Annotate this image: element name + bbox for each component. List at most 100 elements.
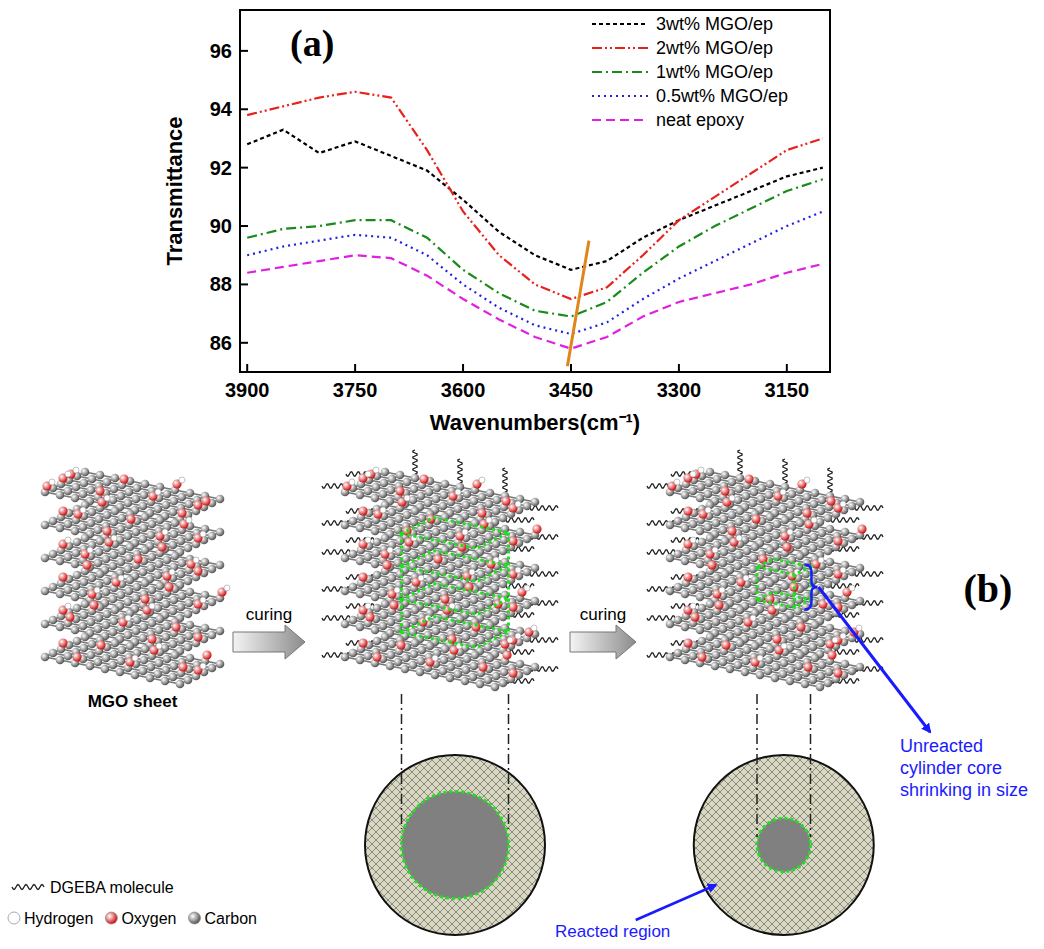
carbon-atom	[712, 519, 721, 528]
carbon-atom	[386, 662, 395, 671]
carbon-atom	[79, 622, 88, 631]
carbon-atom	[736, 606, 745, 615]
oxygen-atom	[58, 572, 67, 581]
carbon-atom	[743, 547, 752, 556]
carbon-atom	[132, 594, 141, 603]
carbon-atom	[802, 636, 811, 645]
carbon-atom	[72, 582, 81, 591]
oxygen-atom	[202, 650, 211, 659]
carbon-atom	[704, 490, 713, 499]
carbon-atom	[64, 520, 73, 529]
carbon-atom	[94, 658, 103, 667]
carbon-atom	[749, 631, 758, 640]
arrow-label: curing	[246, 605, 292, 624]
oxygen-atom	[826, 496, 835, 505]
bonds	[45, 604, 220, 651]
carbon-atom	[455, 659, 464, 668]
carbon-atom	[356, 557, 365, 566]
carbon-atom	[727, 654, 736, 663]
hydrogen-atom	[712, 547, 718, 553]
carbon-atom	[56, 590, 65, 599]
carbon-atom	[689, 553, 698, 562]
carbon-atom	[416, 668, 425, 677]
hydrogen-atom	[365, 603, 371, 609]
carbon-atom	[341, 653, 350, 662]
carbon-atom	[178, 592, 187, 601]
carbon-atom	[470, 662, 479, 671]
carbon-atom	[499, 580, 508, 589]
carbon-atom	[698, 571, 707, 580]
carbon-atom	[439, 502, 448, 511]
dgeba-molecule	[783, 459, 787, 483]
carbon-atom	[447, 564, 456, 573]
carbon-atom	[751, 543, 760, 552]
projection-line	[401, 694, 403, 829]
carbon-atom	[698, 604, 707, 613]
hydrogen-atom	[373, 467, 379, 473]
carbon-atom	[817, 540, 826, 549]
carbon-atom	[163, 622, 172, 631]
hydrogen-atom	[200, 663, 206, 669]
hydrogen-atom	[736, 535, 742, 541]
legend-atom	[8, 912, 20, 924]
carbon-atom	[446, 674, 455, 683]
dgeba-molecule	[322, 550, 350, 555]
carbon-atom	[766, 480, 775, 489]
carbon-atom	[499, 613, 508, 622]
carbon-atom	[736, 507, 745, 516]
carbon-atom	[372, 549, 381, 558]
carbon-atom	[713, 508, 722, 517]
x-tick-label: 3450	[549, 379, 594, 401]
y-tick-label: 92	[210, 157, 232, 179]
hydrogen-atom	[757, 655, 763, 661]
cylinder-outline	[793, 575, 796, 608]
legend: 3wt% MGO/ep2wt% MGO/ep1wt% MGO/ep0.5wt% …	[592, 14, 788, 130]
carbon-atom	[681, 524, 690, 533]
carbon-atom	[706, 534, 715, 543]
carbon-atom	[463, 490, 472, 499]
carbon-atom	[766, 645, 775, 654]
carbon-atom	[411, 507, 420, 516]
carbon-atom	[705, 644, 714, 653]
y-tick	[240, 225, 248, 227]
carbon-atom	[410, 650, 419, 659]
hydrogen-atom	[524, 585, 530, 591]
curing-arrow	[570, 625, 636, 659]
oxygen-atom	[502, 650, 511, 659]
carbon-atom	[418, 646, 427, 655]
carbon-atom	[711, 662, 720, 671]
carbon-atom	[757, 627, 766, 636]
y-tick	[240, 283, 248, 285]
carbon-atom	[381, 534, 390, 543]
carbon-atom	[418, 547, 427, 556]
carbon-atom	[184, 643, 193, 652]
carbon-atom	[185, 632, 194, 641]
carbon-atom	[349, 649, 358, 658]
carbon-atom	[758, 583, 767, 592]
hydrogen-atom	[781, 643, 787, 649]
carbon-atom	[141, 513, 150, 522]
carbon-atom	[712, 651, 721, 660]
carbon-atom	[824, 679, 833, 688]
panel-label: (a)	[290, 22, 334, 65]
carbon-atom	[674, 649, 683, 658]
carbon-atom	[186, 489, 195, 498]
carbon-atom	[387, 486, 396, 495]
carbon-atom	[681, 491, 690, 500]
carbon-atom	[697, 582, 706, 591]
carbon-atom	[735, 485, 744, 494]
carbon-atom	[674, 616, 683, 625]
carbon-atom	[795, 497, 804, 506]
dgeba-molecule	[855, 506, 883, 511]
carbon-atom	[742, 591, 751, 600]
carbon-atom	[349, 550, 358, 559]
legend-label: 1wt% MGO/ep	[656, 62, 773, 82]
callout-text: cylinder core	[900, 758, 1002, 778]
carbon-atom	[201, 558, 210, 567]
carbon-atom	[155, 626, 164, 635]
carbon-atom	[779, 670, 788, 679]
carbon-atom	[809, 610, 818, 619]
dgeba-molecule	[647, 550, 675, 555]
carbon-atom	[178, 493, 187, 502]
oxygen-atom	[157, 542, 166, 551]
